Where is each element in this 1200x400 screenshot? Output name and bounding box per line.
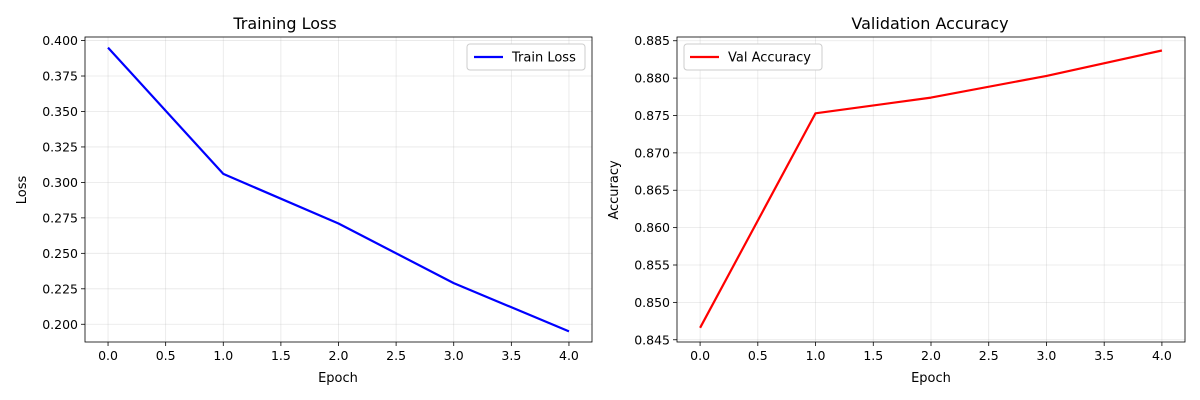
series-line: [107, 46, 570, 333]
y-axis-label: Accuracy: [607, 160, 622, 220]
y-tick-label: 0.200: [42, 317, 78, 332]
gridlines: [677, 37, 1185, 342]
y-tick-label: 0.880: [634, 71, 670, 86]
legend: Train Loss: [466, 43, 586, 71]
gridlines: [85, 37, 592, 342]
y-tick-label: 0.865: [634, 183, 670, 198]
x-axis-label: Epoch: [911, 371, 951, 386]
y-ticks: 0.845 0.850 0.855 0.860 0.865 0.870 0.875 0.880…: [634, 33, 677, 347]
axes-frame: [84, 36, 593, 343]
validation-accuracy-chart: Validation Accuracy 0.0 0.5 1.0 1.5 2.0 2.5 3.…: [607, 14, 1186, 386]
y-tick-label: 0.400: [42, 33, 78, 48]
chart-title: Training Loss: [232, 14, 336, 33]
y-ticks: 0.200 0.225 0.250 0.275 0.300 0.325 0.350 0.375…: [42, 33, 85, 332]
x-axis-label: Epoch: [318, 371, 358, 386]
y-tick-label: 0.325: [42, 139, 78, 154]
y-axis-label: Loss: [15, 176, 30, 205]
x-tick-label: 2.0: [329, 348, 349, 363]
y-tick-label: 0.875: [634, 108, 670, 123]
x-tick-label: 2.5: [386, 348, 406, 363]
y-tick-label: 0.855: [634, 258, 670, 273]
legend-label: Val Accuracy: [728, 51, 811, 66]
series-lines: [699, 49, 1163, 329]
x-tick-label: 3.0: [1037, 348, 1057, 363]
x-tick-label: 2.5: [979, 348, 999, 363]
x-tick-label: 3.0: [444, 348, 464, 363]
y-tick-label: 0.870: [634, 145, 670, 160]
y-tick-label: 0.300: [42, 175, 78, 190]
y-tick-label: 0.860: [634, 220, 670, 235]
x-tick-label: 0.5: [748, 348, 768, 363]
legend: Val Accuracy: [683, 43, 823, 71]
y-tick-label: 0.250: [42, 246, 78, 261]
chart-title: Validation Accuracy: [851, 14, 1008, 33]
x-tick-label: 0.5: [156, 348, 176, 363]
y-tick-label: 0.885: [634, 33, 670, 48]
series-lines: [107, 46, 570, 333]
y-tick-label: 0.275: [42, 210, 78, 225]
x-tick-label: 0.0: [690, 348, 710, 363]
x-tick-label: 4.0: [1152, 348, 1172, 363]
y-tick-label: 0.845: [634, 332, 670, 347]
legend-box: [683, 43, 823, 71]
x-tick-label: 2.0: [921, 348, 941, 363]
y-tick-label: 0.350: [42, 104, 78, 119]
series-line: [699, 49, 1163, 329]
x-tick-label: 1.5: [863, 348, 883, 363]
training-loss-chart: Training Loss 0.0 0.5 1.0 1.5 2.0 2.5 3.0 3.5 4.…: [15, 14, 593, 386]
x-tick-label: 4.0: [559, 348, 579, 363]
x-tick-label: 1.0: [213, 348, 233, 363]
legend-box: [466, 43, 586, 71]
x-tick-label: 3.5: [501, 348, 521, 363]
x-tick-label: 0.0: [98, 348, 118, 363]
x-tick-label: 3.5: [1094, 348, 1114, 363]
axes-frame: [676, 36, 1186, 343]
y-tick-label: 0.375: [42, 69, 78, 84]
x-ticks: 0.0 0.5 1.0 1.5 2.0 2.5 3.0 3.5 4.0: [690, 342, 1172, 363]
x-tick-label: 1.5: [271, 348, 291, 363]
x-tick-label: 1.0: [806, 348, 826, 363]
legend-label: Train Loss: [511, 51, 576, 66]
y-tick-label: 0.225: [42, 281, 78, 296]
x-ticks: 0.0 0.5 1.0 1.5 2.0 2.5 3.0 3.5 4.0: [98, 342, 579, 363]
y-tick-label: 0.850: [634, 295, 670, 310]
